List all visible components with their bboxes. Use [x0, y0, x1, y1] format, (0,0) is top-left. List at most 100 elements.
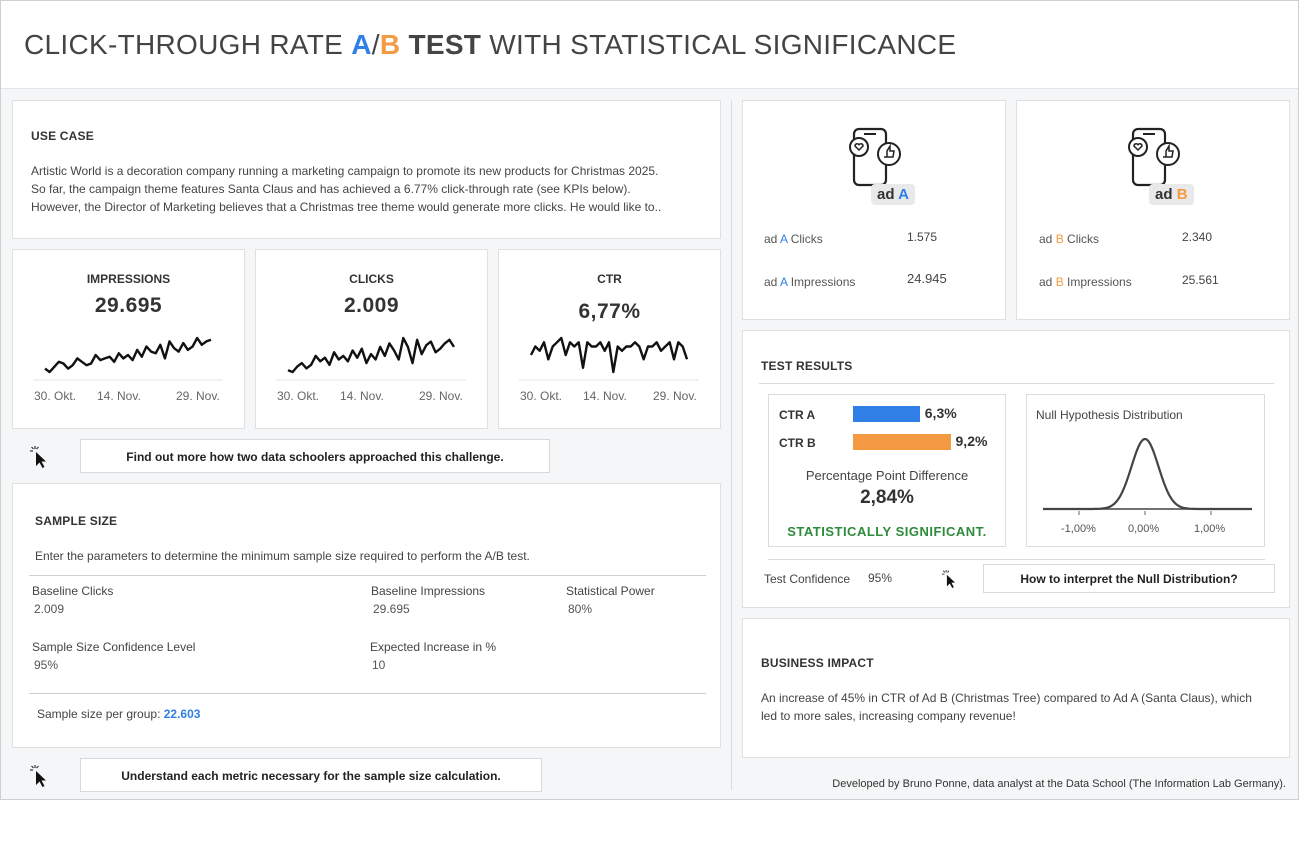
phone-social-icon	[1128, 127, 1180, 187]
use-case-line: So far, the campaign theme features Sant…	[31, 182, 631, 196]
ad-b-badge: ad B	[1149, 184, 1194, 205]
ad-letter: B	[1176, 186, 1188, 203]
ctr-comparison-box: CTR A 6,3% CTR B 9,2% Percentage Point D…	[768, 394, 1006, 547]
axis-tick: 14. Nov.	[583, 389, 627, 403]
sparkline	[33, 336, 223, 381]
ad-a-clicks-label: ad A Clicks	[764, 232, 823, 246]
kpi-value: 6,77%	[578, 300, 641, 323]
test-confidence-input[interactable]: 95%	[868, 571, 893, 585]
confidence-level-label: Sample Size Confidence Level	[32, 640, 196, 654]
sparkline-series	[287, 336, 456, 374]
header: CLICK-THROUGH RATE A/B TEST WITH STATIST…	[1, 1, 1298, 89]
ad-a-panel: ad A ad A Clicks 1.575 ad A Impressions …	[742, 100, 1006, 320]
sample-size-intro: Enter the parameters to determine the mi…	[35, 549, 530, 563]
business-impact-heading: BUSINESS IMPACT	[761, 656, 874, 670]
test-results-heading: TEST RESULTS	[761, 359, 853, 373]
axis-tick: 1,00%	[1194, 523, 1226, 535]
ad-b-impressions-value: 25.561	[1182, 273, 1219, 287]
expected-increase-label: Expected Increase in %	[370, 640, 497, 654]
kpi-title: CLICKS	[349, 272, 394, 286]
use-case-line: Artistic World is a decoration company r…	[31, 164, 659, 178]
axis-tick: 0,00%	[1128, 523, 1160, 535]
ctr-b-bar	[853, 434, 951, 450]
data-schoolers-link-button[interactable]: Find out more how two data schoolers app…	[80, 439, 550, 473]
dashboard: CLICK-THROUGH RATE A/B TEST WITH STATIST…	[0, 0, 1299, 800]
null-distribution-title: Null Hypothesis Distribution	[1036, 408, 1183, 422]
pointer-click-icon[interactable]	[942, 569, 960, 589]
ppd-value: 2,84%	[860, 487, 914, 508]
kpi-ctr: CTR 6,77% 30. Okt. 14. Nov. 29. Nov.	[498, 249, 721, 429]
kpi-clicks: CLICKS 2.009 30. Okt. 14. Nov. 29. Nov.	[255, 249, 488, 429]
null-distribution-link-button[interactable]: How to interpret the Null Distribution?	[983, 564, 1275, 593]
ad-b-panel: ad B ad B Clicks 2.340 ad B Impressions …	[1016, 100, 1290, 320]
expected-increase-input[interactable]: 10	[372, 658, 386, 672]
axis-tick: 29. Nov.	[419, 389, 463, 403]
business-impact-panel: BUSINESS IMPACT An increase of 45% in CT…	[742, 618, 1290, 758]
use-case-panel: USE CASE Artistic World is a decoration …	[12, 100, 721, 239]
statistical-power-label: Statistical Power	[566, 584, 655, 598]
footer-credit: Developed by Bruno Ponne, data analyst a…	[832, 778, 1286, 790]
kpi-title: IMPRESSIONS	[86, 272, 171, 286]
business-line: led to more sales, increasing company re…	[761, 709, 1016, 723]
test-confidence-label: Test Confidence	[764, 572, 851, 586]
ctr-a-label: CTR A	[779, 408, 816, 422]
axis-tick: 30. Okt.	[520, 389, 563, 403]
ctr-a-value: 6,3%	[924, 405, 957, 421]
divider	[759, 383, 1274, 384]
ad-b-clicks-value: 2.340	[1182, 230, 1213, 244]
use-case-line: However, the Director of Marketing belie…	[31, 200, 662, 214]
sparkline	[276, 336, 466, 381]
title-b: B	[379, 29, 401, 60]
ctr-b-value: 9,2%	[955, 433, 988, 449]
title-test: TEST	[400, 29, 482, 60]
baseline-impressions-input[interactable]: 29.695	[373, 602, 410, 616]
sparkline-series	[44, 336, 212, 374]
sample-size-panel: SAMPLE SIZE Enter the parameters to dete…	[12, 483, 721, 748]
title-slash: /	[371, 29, 380, 60]
axis-tick: 29. Nov.	[176, 389, 220, 403]
sample-size-heading: SAMPLE SIZE	[35, 514, 118, 528]
confidence-level-input[interactable]: 95%	[34, 658, 59, 672]
significance-verdict: STATISTICALLY SIGNIFICANT.	[787, 524, 987, 539]
divider	[29, 575, 706, 576]
axis-tick: 14. Nov.	[97, 389, 141, 403]
sample-metric-link-button[interactable]: Understand each metric necessary for the…	[80, 758, 542, 792]
ad-letter: A	[898, 186, 909, 203]
axis-tick: 29. Nov.	[653, 389, 697, 403]
pointer-click-icon[interactable]	[30, 764, 52, 788]
ad-a-impressions-label: ad A Impressions	[764, 275, 856, 289]
axis-tick: 14. Nov.	[340, 389, 384, 403]
business-line: An increase of 45% in CTR of Ad B (Chris…	[761, 691, 1252, 705]
use-case-text: Artistic World is a decoration company r…	[31, 162, 661, 216]
result-value: 22.603	[163, 707, 201, 721]
baseline-clicks-input[interactable]: 2.009	[34, 602, 65, 616]
phone-social-icon	[849, 127, 901, 187]
null-distribution-box: Null Hypothesis Distribution -1,00% 0,00…	[1026, 394, 1265, 547]
kpi-value: 29.695	[94, 294, 163, 317]
kpi-title: CTR	[597, 272, 622, 286]
kpi-impressions: IMPRESSIONS 29.695 30. Okt. 14. Nov. 29.…	[12, 249, 245, 429]
divider	[29, 693, 706, 694]
ad-a-clicks-value: 1.575	[907, 230, 938, 244]
sparkline	[519, 336, 699, 381]
divider	[768, 559, 1265, 560]
test-results-panel: TEST RESULTS CTR A 6,3% CTR B 9,2% Perce…	[742, 330, 1290, 608]
baseline-clicks-label: Baseline Clicks	[32, 584, 114, 598]
ad-b-impressions-label: ad B Impressions	[1039, 275, 1132, 289]
ctr-b-label: CTR B	[779, 436, 816, 450]
pointer-click-icon[interactable]	[30, 445, 52, 469]
null-distribution-curve	[1043, 437, 1252, 511]
ad-a-badge: ad A	[871, 184, 915, 205]
business-impact-text: An increase of 45% in CTR of Ad B (Chris…	[761, 689, 1252, 725]
use-case-heading: USE CASE	[31, 129, 94, 143]
result-label: Sample size per group:	[37, 707, 164, 721]
ctr-a-bar	[853, 406, 920, 422]
baseline-impressions-label: Baseline Impressions	[371, 584, 486, 598]
axis-tick: 30. Okt.	[277, 389, 320, 403]
title-a: A	[351, 29, 372, 60]
axis-tick: -1,00%	[1061, 523, 1096, 535]
sample-size-result: Sample size per group: 22.603	[37, 705, 200, 723]
axis-tick: 30. Okt.	[34, 389, 77, 403]
sparkline-series	[529, 336, 689, 374]
statistical-power-input[interactable]: 80%	[568, 602, 593, 616]
